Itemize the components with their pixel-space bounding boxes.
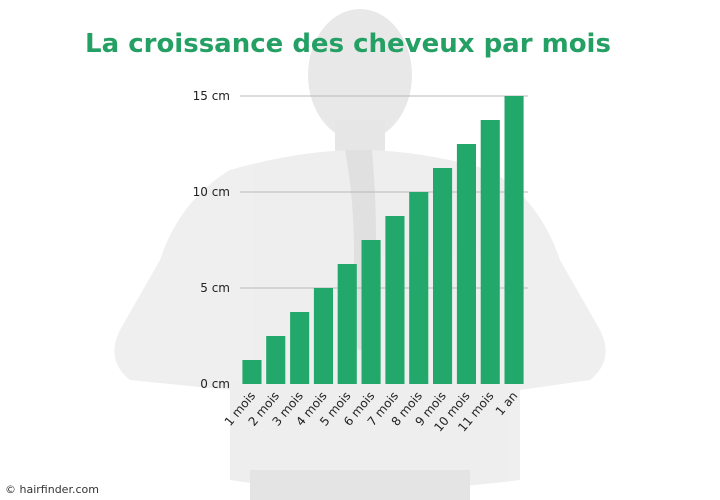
bar bbox=[385, 216, 405, 384]
y-tick-label: 10 cm bbox=[193, 185, 230, 199]
bar bbox=[504, 96, 524, 384]
bar bbox=[337, 264, 357, 384]
y-axis-labels: 0 cm 5 cm 10 cm 15 cm bbox=[193, 89, 230, 391]
bars bbox=[242, 96, 524, 384]
woman-back-photo bbox=[114, 9, 606, 500]
credit-text: © hairfinder.com bbox=[5, 483, 99, 496]
bar bbox=[361, 240, 381, 384]
y-tick-label: 15 cm bbox=[193, 89, 230, 103]
bar bbox=[456, 144, 476, 384]
bar bbox=[290, 312, 310, 384]
chart-title: La croissance des cheveux par mois bbox=[85, 29, 611, 59]
bar bbox=[409, 192, 429, 384]
bar bbox=[242, 360, 262, 384]
bar bbox=[433, 168, 453, 384]
y-tick-label: 0 cm bbox=[200, 377, 230, 391]
y-tick-label: 5 cm bbox=[200, 281, 230, 295]
bar bbox=[480, 120, 500, 384]
bar bbox=[313, 288, 333, 384]
gridlines bbox=[240, 95, 528, 289]
bar bbox=[266, 336, 286, 384]
